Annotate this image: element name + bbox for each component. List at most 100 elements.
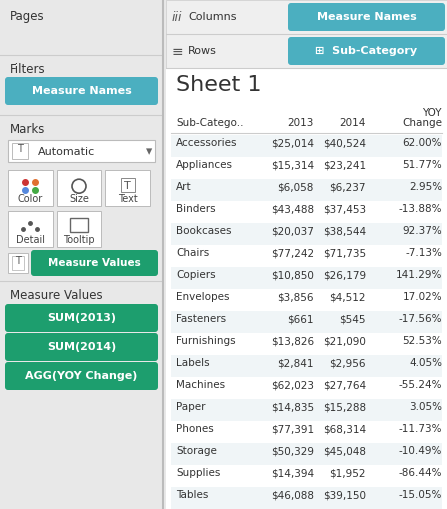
Text: Rows: Rows [188, 46, 217, 56]
Text: $50,329: $50,329 [271, 446, 314, 456]
Text: $68,314: $68,314 [323, 424, 366, 434]
Text: Storage: Storage [176, 446, 217, 456]
Bar [171, 399, 442, 421]
Text: $77,242: $77,242 [271, 248, 314, 258]
Text: -86.44%: -86.44% [398, 468, 442, 478]
FancyBboxPatch shape [288, 3, 445, 31]
Bar [57, 170, 101, 206]
Text: Pages: Pages [10, 10, 45, 23]
Text: 3.05%: 3.05% [409, 402, 442, 412]
Text: 62.00%: 62.00% [402, 138, 442, 148]
Text: Machines: Machines [176, 380, 225, 390]
Text: 4.05%: 4.05% [409, 358, 442, 368]
Bar [8, 253, 28, 273]
Text: $14,835: $14,835 [271, 402, 314, 412]
Text: Change: Change [402, 118, 442, 128]
Text: iii: iii [172, 11, 182, 24]
Text: $14,394: $14,394 [271, 468, 314, 478]
Text: $545: $545 [340, 314, 366, 324]
Bar [8, 140, 155, 162]
Text: 2.95%: 2.95% [409, 182, 442, 192]
Text: $77,391: $77,391 [271, 424, 314, 434]
Text: Text: Text [118, 194, 138, 204]
Text: 2014: 2014 [340, 118, 366, 128]
FancyBboxPatch shape [5, 77, 158, 105]
Text: $2,956: $2,956 [329, 358, 366, 368]
Text: $46,088: $46,088 [271, 490, 314, 500]
Bar [8, 211, 53, 247]
Text: $15,314: $15,314 [271, 160, 314, 170]
Text: Tooltip: Tooltip [63, 235, 95, 245]
Text: 51.77%: 51.77% [402, 160, 442, 170]
Text: -55.24%: -55.24% [398, 380, 442, 390]
Bar [166, 68, 447, 509]
Text: $27,764: $27,764 [323, 380, 366, 390]
Bar [166, 0, 447, 68]
Text: $6,058: $6,058 [278, 182, 314, 192]
Text: Art: Art [176, 182, 192, 192]
Text: Accessories: Accessories [176, 138, 237, 148]
Text: Sheet 1: Sheet 1 [176, 75, 261, 95]
Text: Labels: Labels [176, 358, 210, 368]
Text: Furnishings: Furnishings [176, 336, 236, 346]
Text: Color: Color [18, 194, 43, 204]
Text: $20,037: $20,037 [271, 226, 314, 236]
Text: $2,841: $2,841 [278, 358, 314, 368]
Text: Fasteners: Fasteners [176, 314, 226, 324]
Text: Filters: Filters [10, 63, 46, 76]
Text: -10.49%: -10.49% [399, 446, 442, 456]
Text: SUM(2013): SUM(2013) [47, 313, 116, 323]
Text: $6,237: $6,237 [329, 182, 366, 192]
Bar [171, 443, 442, 465]
Text: -17.56%: -17.56% [398, 314, 442, 324]
Text: -13.88%: -13.88% [398, 204, 442, 214]
Text: $25,014: $25,014 [271, 138, 314, 148]
Text: $21,090: $21,090 [323, 336, 366, 346]
Bar [171, 355, 442, 377]
Text: ≡: ≡ [172, 45, 184, 59]
FancyBboxPatch shape [5, 333, 158, 361]
Text: Copiers: Copiers [176, 270, 215, 280]
Text: -15.05%: -15.05% [399, 490, 442, 500]
Text: Bookcases: Bookcases [176, 226, 232, 236]
Text: Measure Values: Measure Values [10, 289, 103, 302]
Bar [171, 267, 442, 289]
Text: Measure Names: Measure Names [32, 86, 131, 96]
Text: Measure Names: Measure Names [316, 12, 416, 22]
FancyBboxPatch shape [288, 37, 445, 65]
Text: $1,952: $1,952 [329, 468, 366, 478]
Text: $39,150: $39,150 [323, 490, 366, 500]
FancyBboxPatch shape [5, 304, 158, 332]
Text: $3,856: $3,856 [278, 292, 314, 302]
Text: $10,850: $10,850 [271, 270, 314, 280]
Bar [8, 170, 53, 206]
Text: Marks: Marks [10, 123, 46, 136]
Text: Detail: Detail [16, 235, 45, 245]
Text: $23,241: $23,241 [323, 160, 366, 170]
Text: 2013: 2013 [287, 118, 314, 128]
Bar [171, 135, 442, 157]
Text: Automatic: Automatic [38, 147, 95, 157]
Text: Phones: Phones [176, 424, 214, 434]
Text: YOY: YOY [422, 108, 442, 118]
Bar [171, 179, 442, 201]
Text: $37,453: $37,453 [323, 204, 366, 214]
Text: T: T [124, 181, 131, 191]
Text: ⊞  Sub-Category: ⊞ Sub-Category [316, 46, 417, 56]
Text: $4,512: $4,512 [329, 292, 366, 302]
Text: Tables: Tables [176, 490, 208, 500]
Text: $40,524: $40,524 [323, 138, 366, 148]
Text: 141.29%: 141.29% [396, 270, 442, 280]
Bar [171, 311, 442, 333]
Bar [12, 143, 28, 159]
Text: Supplies: Supplies [176, 468, 220, 478]
Text: $15,288: $15,288 [323, 402, 366, 412]
Bar [171, 487, 442, 509]
Bar [171, 223, 442, 245]
Text: Envelopes: Envelopes [176, 292, 229, 302]
Text: $43,488: $43,488 [271, 204, 314, 214]
Text: -11.73%: -11.73% [398, 424, 442, 434]
Text: $45,048: $45,048 [323, 446, 366, 456]
Text: Binders: Binders [176, 204, 215, 214]
Text: $71,735: $71,735 [323, 248, 366, 258]
